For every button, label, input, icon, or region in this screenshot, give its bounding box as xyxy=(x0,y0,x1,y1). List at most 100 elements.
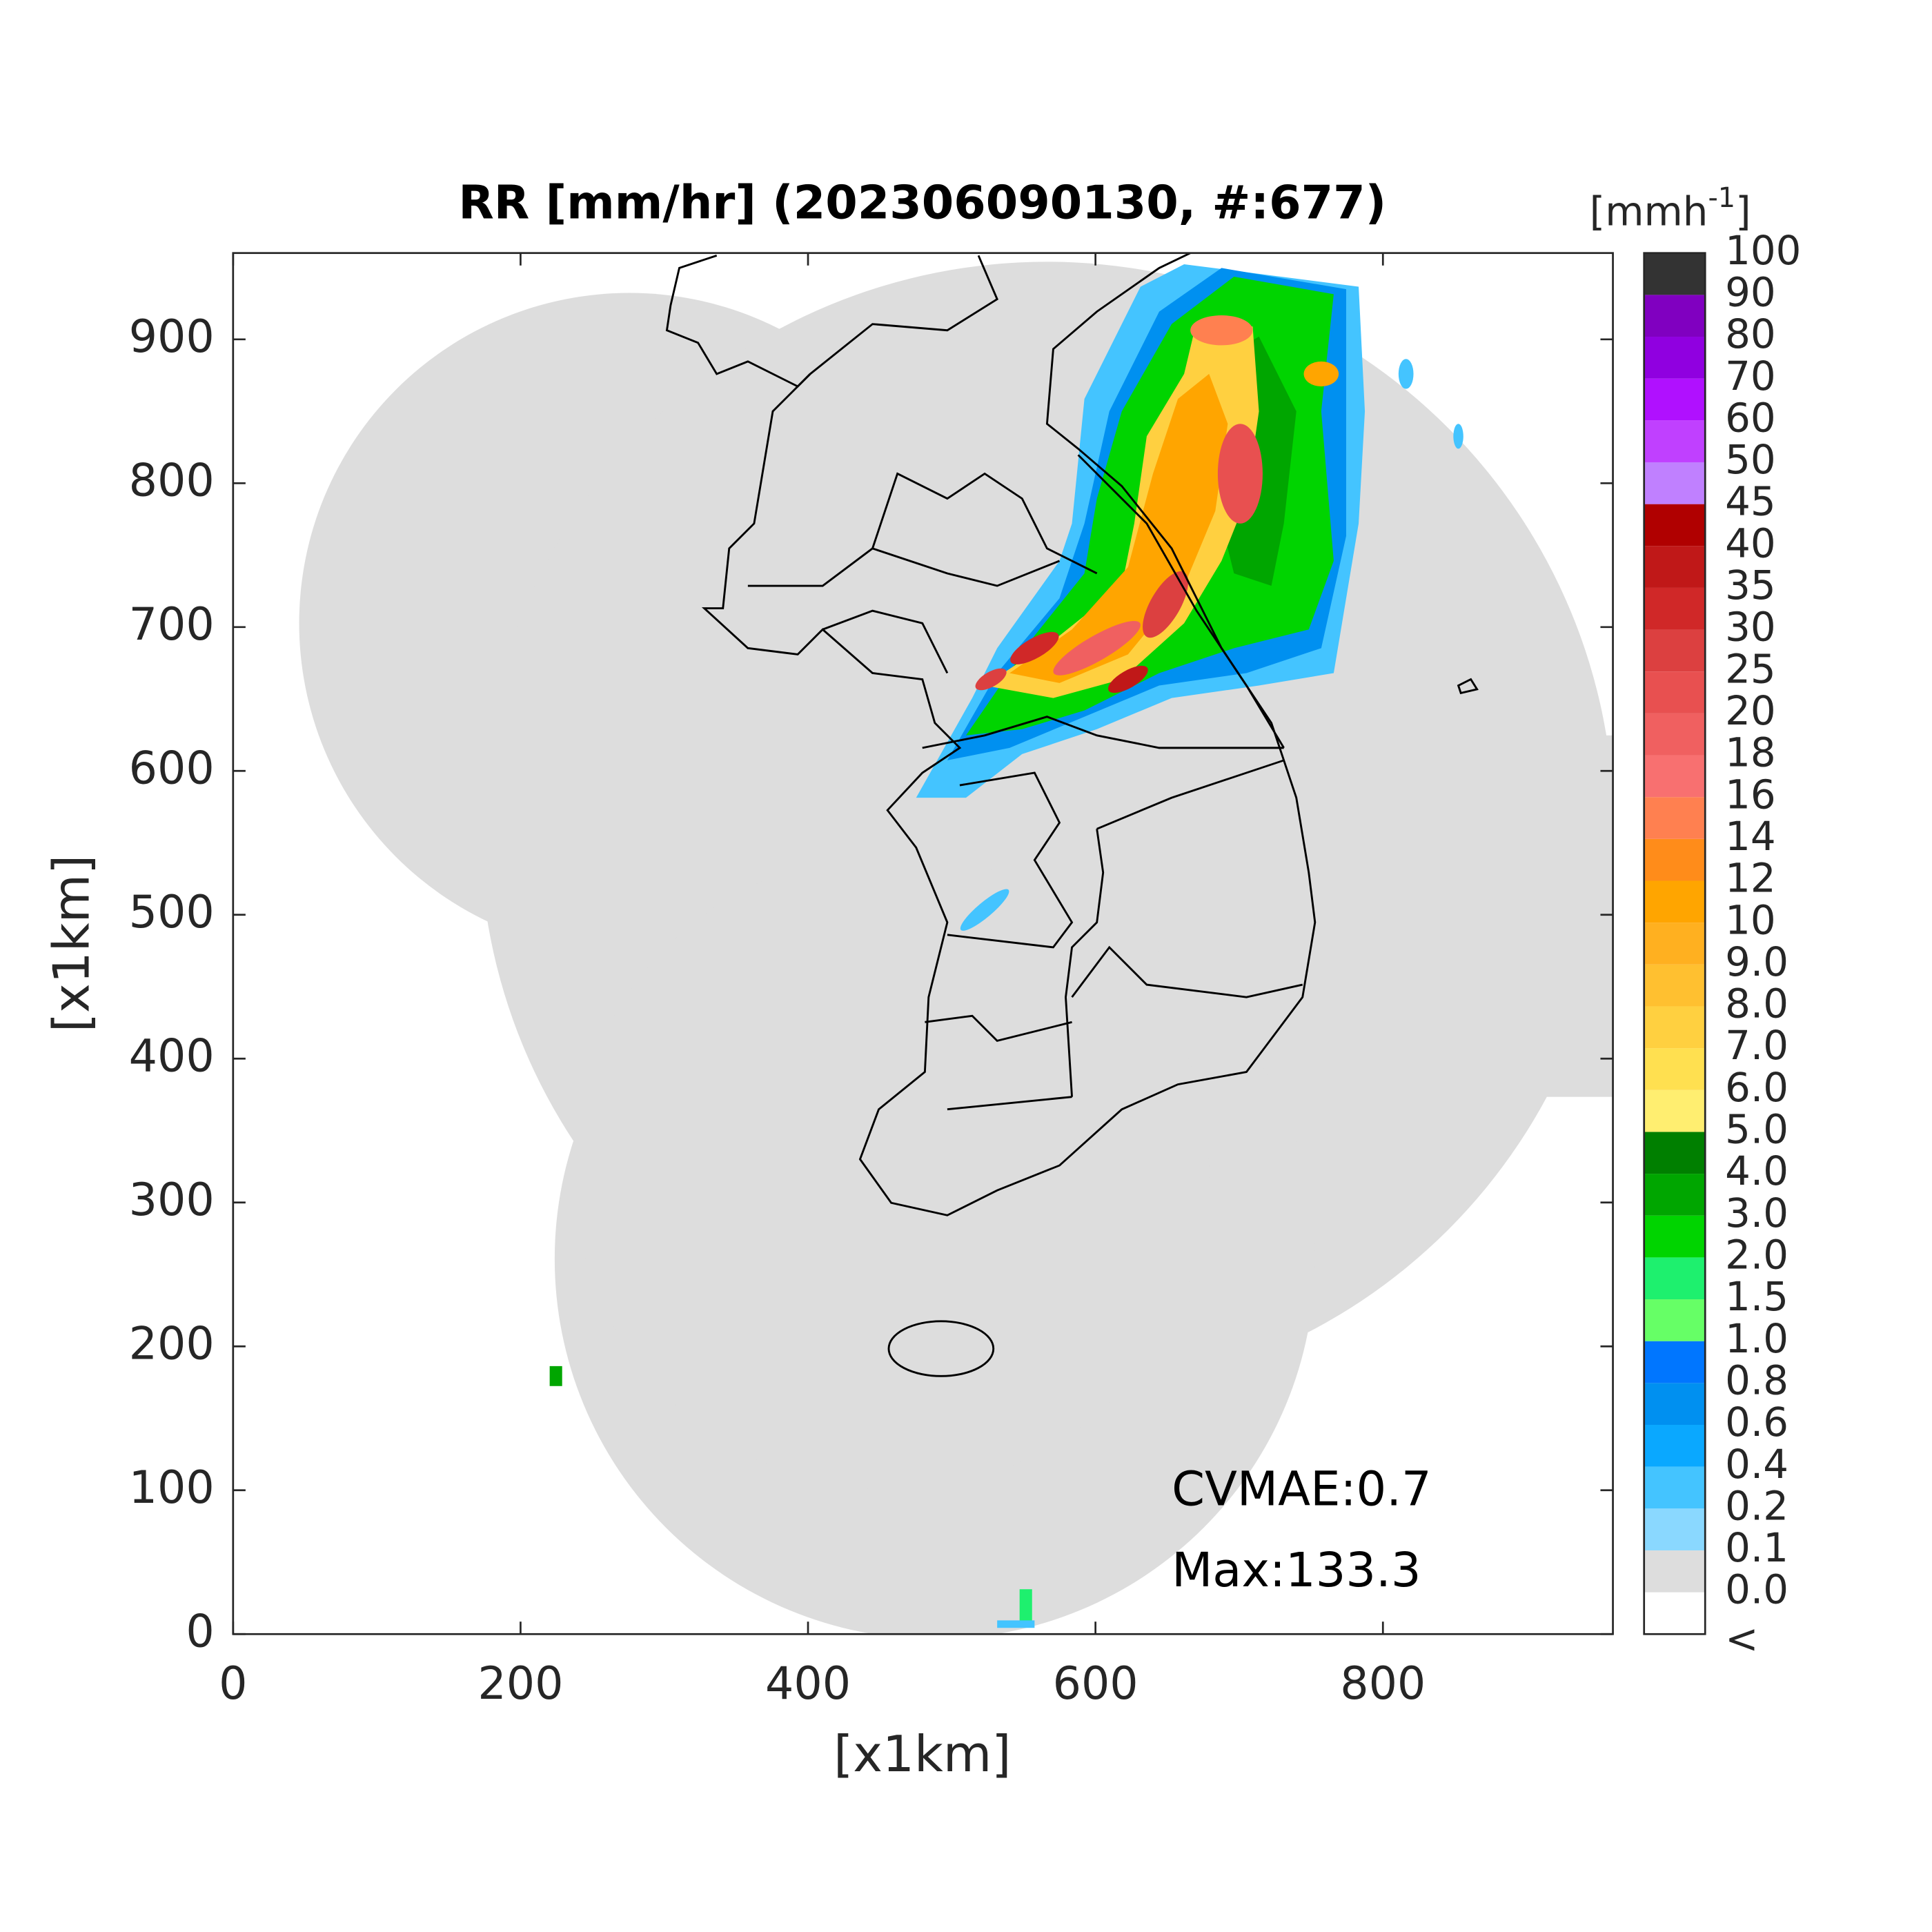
colorbar-box xyxy=(1644,420,1706,462)
colorbar-label: 70 xyxy=(1725,353,1776,400)
colorbar-box xyxy=(1644,671,1706,713)
colorbar-box xyxy=(1644,1048,1706,1090)
colorbar-box xyxy=(1644,629,1706,672)
radar-map xyxy=(299,253,1613,1635)
y-tick-label: 300 xyxy=(129,1174,215,1226)
colorbar-box xyxy=(1644,713,1706,756)
colorbar-label: 4.0 xyxy=(1725,1147,1788,1194)
plot-frame xyxy=(232,252,1614,1635)
colorbar-label: 30 xyxy=(1725,604,1776,651)
y-tick-label: 800 xyxy=(129,455,215,506)
colorbar-frame xyxy=(1643,252,1706,1635)
colorbar-box xyxy=(1644,462,1706,504)
y-tick-label: 200 xyxy=(129,1318,215,1370)
colorbar-box xyxy=(1644,1132,1706,1174)
colorbar-box xyxy=(1644,504,1706,546)
colorbar-label: 8.0 xyxy=(1725,980,1788,1027)
x-tick-label: 400 xyxy=(765,1658,851,1710)
colorbar-box xyxy=(1644,1508,1706,1550)
x-tick-label: 800 xyxy=(1340,1658,1426,1710)
colorbar-label: 90 xyxy=(1725,268,1776,315)
colorbar-box xyxy=(1644,964,1706,1007)
colorbar-label: 80 xyxy=(1725,310,1776,357)
colorbar-label: 9.0 xyxy=(1725,938,1788,985)
y-tick-label: 0 xyxy=(186,1606,214,1657)
y-tick-label: 900 xyxy=(129,311,215,363)
colorbar-box xyxy=(1644,1257,1706,1300)
colorbar-label: 20 xyxy=(1725,687,1776,734)
colorbar-label: 35 xyxy=(1725,562,1776,609)
colorbar-box xyxy=(1644,1383,1706,1425)
colorbar-label: 60 xyxy=(1725,394,1776,441)
colorbar-title-text: [mmh xyxy=(1590,188,1708,235)
colorbar-box xyxy=(1644,1592,1706,1635)
colorbar-box xyxy=(1644,587,1706,630)
colorbar-title-sup: -1 xyxy=(1708,182,1735,214)
colorbar-title: [mmh-1] xyxy=(1590,182,1751,235)
colorbar-box xyxy=(1644,838,1706,881)
colorbar-box xyxy=(1644,546,1706,588)
colorbar-label: 6.0 xyxy=(1725,1064,1788,1111)
colorbar-label: 0.4 xyxy=(1725,1441,1788,1488)
x-axis-label: [x1km] xyxy=(834,1726,1011,1784)
colorbar-box xyxy=(1644,797,1706,839)
colorbar-label: 0.2 xyxy=(1725,1482,1788,1529)
colorbar-box xyxy=(1644,378,1706,421)
colorbar-box xyxy=(1644,1174,1706,1216)
colorbar-label: 0.0 xyxy=(1725,1566,1788,1613)
x-tick-label: 0 xyxy=(219,1658,247,1710)
colorbar-label: 3.0 xyxy=(1725,1190,1788,1236)
annotation: Max:133.3 xyxy=(1172,1543,1421,1598)
colorbar-box xyxy=(1644,755,1706,798)
colorbar-label: 14 xyxy=(1725,813,1776,860)
colorbar-label: 18 xyxy=(1725,729,1776,776)
y-tick-label: 400 xyxy=(129,1030,215,1082)
colorbar-label: < xyxy=(1725,1615,1758,1662)
colorbar-label: 50 xyxy=(1725,436,1776,483)
y-tick-label: 600 xyxy=(129,742,215,794)
colorbar-label: 0.1 xyxy=(1725,1524,1788,1571)
colorbar-box xyxy=(1644,880,1706,923)
colorbar-label: 10 xyxy=(1725,896,1776,943)
colorbar-label: 25 xyxy=(1725,645,1776,692)
colorbar-box xyxy=(1644,1550,1706,1593)
colorbar-label: 12 xyxy=(1725,855,1776,902)
colorbar-label: 0.6 xyxy=(1725,1399,1788,1446)
axes: 0 200 400 600 800 0 100 200 300 400 500 600 700 800 90… xyxy=(129,253,1613,1710)
y-tick-label: 100 xyxy=(129,1462,215,1514)
colorbar-label: 40 xyxy=(1725,520,1776,566)
chart-title: RR [mm/hr] (202306090130, #:677) xyxy=(458,176,1386,230)
x-tick-label: 200 xyxy=(477,1658,563,1710)
x-tick-label: 600 xyxy=(1053,1658,1138,1710)
precipitation xyxy=(549,264,1463,1628)
colorbar-label: 16 xyxy=(1725,771,1776,818)
colorbar-label: 1.5 xyxy=(1725,1273,1788,1320)
coastline xyxy=(665,253,1479,1377)
colorbar-box xyxy=(1644,253,1706,295)
annotation: CVMAE:0.7 xyxy=(1172,1461,1432,1517)
y-tick-label: 700 xyxy=(129,599,215,651)
colorbar-box xyxy=(1644,1215,1706,1258)
colorbar-title-end: ] xyxy=(1735,188,1751,235)
colorbar-box xyxy=(1644,1424,1706,1467)
colorbar-label: 100 xyxy=(1725,227,1801,274)
y-tick-label: 500 xyxy=(129,887,215,938)
colorbar-box xyxy=(1644,1466,1706,1509)
colorbar-label: 5.0 xyxy=(1725,1106,1788,1153)
colorbar-box xyxy=(1644,1299,1706,1341)
colorbar-label: 1.0 xyxy=(1725,1315,1788,1362)
colorbar: <0.00.10.20.40.60.81.01.52.03.04.05.06.0… xyxy=(1643,227,1801,1662)
colorbar-box xyxy=(1644,923,1706,965)
colorbar-label: 45 xyxy=(1725,478,1776,525)
colorbar-box xyxy=(1644,1090,1706,1132)
colorbar-box xyxy=(1644,1341,1706,1383)
colorbar-label: 7.0 xyxy=(1725,1022,1788,1069)
y-axis-label: [x1km] xyxy=(43,855,101,1032)
colorbar-box xyxy=(1644,295,1706,337)
colorbar-label: 0.8 xyxy=(1725,1357,1788,1403)
colorbar-label: 2.0 xyxy=(1725,1231,1788,1278)
colorbar-box xyxy=(1644,1006,1706,1049)
colorbar-box xyxy=(1644,337,1706,379)
